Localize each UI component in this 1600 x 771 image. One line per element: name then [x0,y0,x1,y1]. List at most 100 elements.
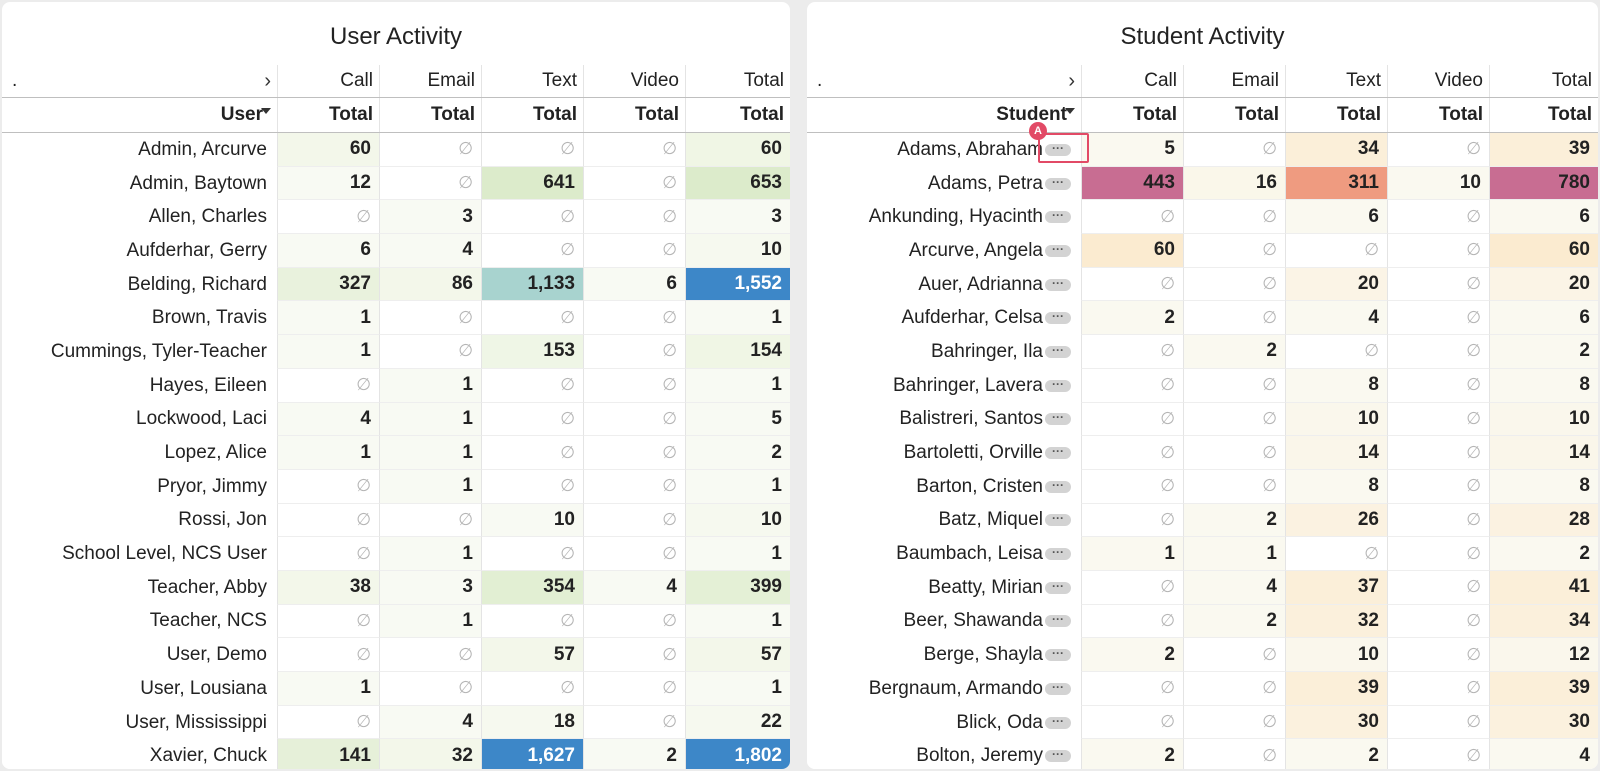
value-cell[interactable]: ∅ [1183,739,1285,769]
row-name-cell[interactable]: Beer, Shawanda ··· [807,604,1081,639]
value-cell[interactable]: ∅ [1081,503,1183,538]
value-cell[interactable]: ∅ [583,368,685,403]
row-name-cell[interactable]: Cummings, Tyler-Teacher [2,335,277,369]
value-cell[interactable]: ∅ [583,638,685,672]
value-cell[interactable]: ∅ [1285,537,1387,571]
value-cell[interactable]: ∅ [1183,267,1285,302]
value-cell[interactable]: 2 [1489,335,1598,369]
row-more-actions-icon[interactable]: ··· [1045,715,1071,729]
value-cell[interactable]: ∅ [1387,234,1489,268]
value-cell[interactable]: 3 [685,200,790,235]
student-header-expand[interactable]: . › [807,65,1081,97]
student-subheader-total[interactable]: Total [1489,98,1598,132]
value-cell[interactable]: 354 [481,570,583,605]
value-cell[interactable]: ∅ [1183,469,1285,504]
value-cell[interactable]: 5 [685,402,790,437]
value-cell[interactable]: 3 [379,570,481,605]
row-more-actions-icon[interactable]: ··· [1045,310,1071,325]
value-cell[interactable]: 1 [685,604,790,639]
value-cell[interactable]: ∅ [1387,705,1489,740]
row-more-actions-icon[interactable]: ··· [1045,378,1071,392]
value-cell[interactable]: 1,552 [685,267,790,302]
value-cell[interactable]: ∅ [481,402,583,437]
value-cell[interactable]: ∅ [1183,672,1285,706]
value-cell[interactable]: 1 [685,537,790,571]
value-cell[interactable]: 20 [1285,267,1387,302]
row-name-cell[interactable]: Belding, Richard [2,267,277,302]
student-column-email[interactable]: Email [1183,65,1285,97]
value-cell[interactable]: 41 [1489,570,1598,605]
value-cell[interactable]: 2 [1081,301,1183,336]
row-more-actions-icon[interactable]: ··· [1045,546,1071,561]
chevron-right-icon[interactable]: › [1068,69,1075,92]
value-cell[interactable]: ∅ [379,638,481,672]
row-name-cell[interactable]: User, Demo [2,638,277,672]
value-cell[interactable]: ∅ [1387,133,1489,167]
value-cell[interactable]: 2 [1183,503,1285,538]
value-cell[interactable]: 32 [379,739,481,769]
row-more-actions-icon[interactable]: ··· [1045,512,1071,527]
value-cell[interactable]: ∅ [583,469,685,504]
user-sort-header[interactable]: User [2,98,277,132]
value-cell[interactable]: 1 [277,436,379,470]
value-cell[interactable]: 2 [1183,335,1285,369]
row-name-cell[interactable]: Bahringer, Lavera ··· [807,368,1081,403]
value-cell[interactable]: ∅ [1387,739,1489,769]
value-cell[interactable]: ∅ [481,469,583,504]
value-cell[interactable]: 57 [685,638,790,672]
value-cell[interactable]: ∅ [1387,570,1489,605]
row-more-actions-icon[interactable]: ··· [1045,580,1071,594]
value-cell[interactable]: ∅ [277,200,379,235]
value-cell[interactable]: 14 [1489,436,1598,470]
value-cell[interactable]: 3 [379,200,481,235]
value-cell[interactable]: 1 [685,368,790,403]
value-cell[interactable]: 12 [1489,638,1598,672]
value-cell[interactable]: ∅ [1387,402,1489,437]
row-name-cell[interactable]: Berge, Shayla ··· [807,638,1081,672]
row-name-cell[interactable]: Ankunding, Hyacinth ··· [807,200,1081,235]
value-cell[interactable]: 12 [277,166,379,201]
value-cell[interactable]: 641 [481,166,583,201]
value-cell[interactable]: 22 [685,705,790,740]
value-cell[interactable]: 1,133 [481,267,583,302]
value-cell[interactable]: 28 [1489,503,1598,538]
value-cell[interactable]: 8 [1285,469,1387,504]
value-cell[interactable]: 16 [1183,166,1285,201]
value-cell[interactable]: 10 [1387,166,1489,201]
user-column-video[interactable]: Video [583,65,685,97]
value-cell[interactable]: 1 [379,537,481,571]
value-cell[interactable]: 8 [1285,368,1387,403]
value-cell[interactable]: 1,802 [685,739,790,769]
value-cell[interactable]: ∅ [1387,537,1489,571]
student-column-total[interactable]: Total [1489,65,1598,97]
value-cell[interactable]: ∅ [1387,335,1489,369]
value-cell[interactable]: 10 [1489,402,1598,437]
value-cell[interactable]: ∅ [277,503,379,538]
value-cell[interactable]: ∅ [1081,604,1183,639]
value-cell[interactable]: 10 [1285,638,1387,672]
row-name-cell[interactable]: Admin, Baytown [2,166,277,201]
value-cell[interactable]: ∅ [1285,335,1387,369]
value-cell[interactable]: ∅ [379,335,481,369]
row-name-cell[interactable]: Adams, Petra ··· [807,166,1081,201]
user-column-total[interactable]: Total [685,65,790,97]
value-cell[interactable]: 60 [1489,234,1598,268]
row-name-cell[interactable]: Bolton, Jeremy ··· [807,739,1081,769]
value-cell[interactable]: ∅ [583,133,685,167]
value-cell[interactable]: 6 [583,267,685,302]
value-cell[interactable]: 8 [1489,368,1598,403]
value-cell[interactable]: ∅ [1081,335,1183,369]
row-name-cell[interactable]: Pryor, Jimmy [2,469,277,504]
user-subheader-total[interactable]: Total [685,98,790,132]
value-cell[interactable]: ∅ [1183,705,1285,740]
value-cell[interactable]: 10 [685,234,790,268]
value-cell[interactable]: 39 [1489,672,1598,706]
value-cell[interactable]: 4 [379,234,481,268]
row-name-cell[interactable]: Arcurve, Angela ··· [807,234,1081,268]
row-name-cell[interactable]: Rossi, Jon [2,503,277,538]
value-cell[interactable]: 60 [277,133,379,167]
row-name-cell[interactable]: Aufderhar, Celsa ··· [807,301,1081,336]
row-name-cell[interactable]: Lopez, Alice [2,436,277,470]
value-cell[interactable]: ∅ [583,402,685,437]
value-cell[interactable]: 20 [1489,267,1598,302]
